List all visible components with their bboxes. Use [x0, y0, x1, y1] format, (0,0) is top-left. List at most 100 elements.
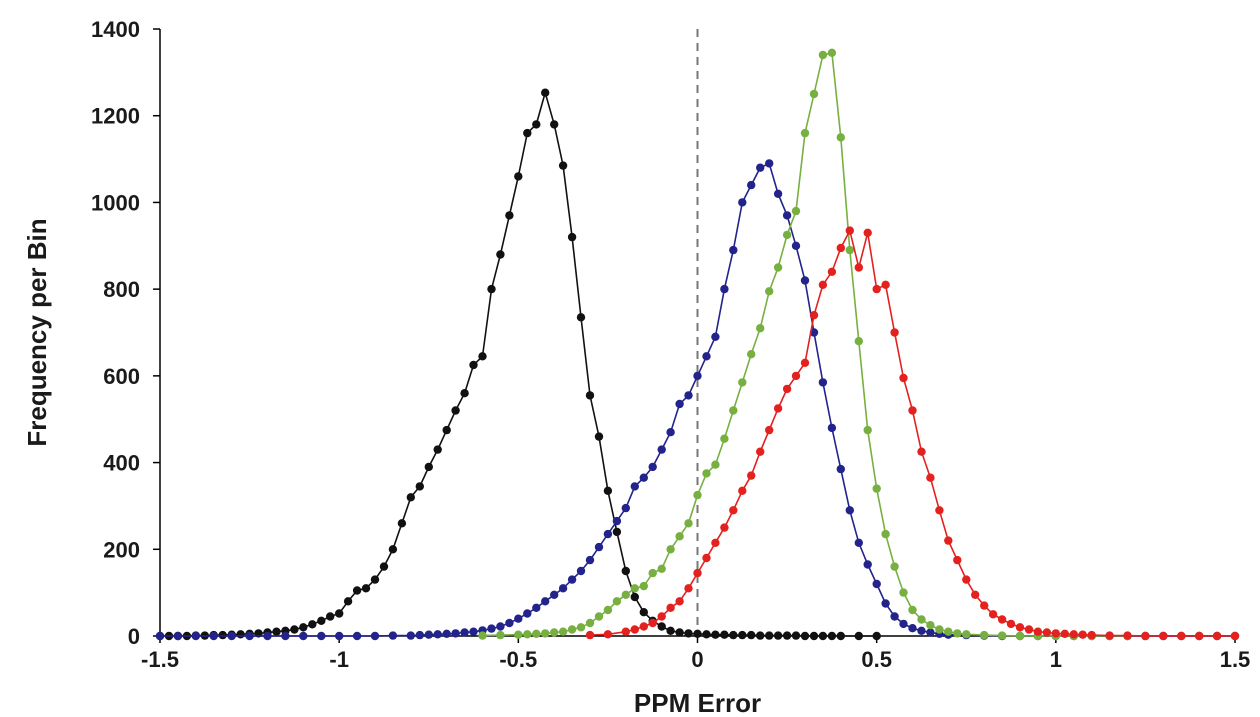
x-axis-title: PPM Error [634, 688, 761, 717]
data-point [594, 432, 604, 441]
data-point [675, 399, 684, 409]
data-point [917, 615, 926, 624]
series-4 [585, 226, 1240, 641]
data-point [756, 631, 765, 640]
data-point [612, 516, 622, 526]
y-tick-label: 600 [103, 364, 140, 389]
data-point [487, 284, 496, 294]
data-point [666, 603, 675, 612]
data-point [782, 211, 792, 220]
data-point [1195, 631, 1204, 641]
series-layer [155, 48, 1240, 641]
data-point [818, 280, 828, 289]
data-point [836, 631, 845, 641]
data-point [541, 597, 550, 606]
data-point [639, 608, 648, 617]
data-point [550, 120, 559, 129]
data-point [594, 612, 604, 621]
data-point [675, 628, 684, 637]
data-point [442, 425, 451, 435]
data-point [523, 630, 532, 639]
data-point [630, 625, 639, 634]
data-point [756, 163, 765, 172]
data-point [532, 120, 541, 129]
data-point [1123, 631, 1132, 640]
data-point [800, 631, 810, 641]
data-point [890, 562, 899, 571]
data-point [630, 592, 639, 602]
data-point [863, 425, 872, 435]
y-tick-label: 200 [103, 537, 140, 562]
data-point [496, 250, 505, 259]
x-tick-label: -0.5 [499, 647, 537, 672]
data-point [872, 484, 881, 493]
data-point [926, 473, 935, 482]
y-tick-label: 1000 [91, 190, 140, 215]
data-point [765, 287, 774, 296]
data-point [693, 490, 702, 500]
data-point [818, 378, 828, 387]
data-point [648, 618, 657, 628]
data-point [800, 358, 810, 367]
data-point [263, 631, 272, 641]
data-point [836, 464, 845, 474]
data-point [729, 406, 738, 415]
data-point [388, 631, 398, 640]
data-point [415, 482, 424, 491]
data-point [684, 391, 693, 400]
data-point [532, 603, 541, 612]
data-point [1230, 631, 1240, 641]
data-point [765, 159, 774, 168]
data-point [800, 276, 810, 285]
data-point [227, 631, 236, 641]
data-point [827, 267, 837, 276]
data-point [738, 486, 747, 495]
data-point [361, 584, 371, 593]
data-point [836, 133, 845, 142]
data-point [962, 575, 971, 584]
data-point [648, 568, 657, 578]
y-tick-label: 400 [103, 451, 140, 476]
data-point [442, 629, 451, 638]
data-point [1006, 619, 1016, 629]
data-point [791, 206, 801, 216]
data-point [827, 423, 837, 433]
data-point [953, 555, 962, 565]
data-point [782, 631, 792, 640]
data-point [791, 241, 801, 250]
data-point [1042, 628, 1052, 637]
data-point [532, 629, 541, 638]
data-point [827, 48, 837, 57]
data-point [1078, 630, 1087, 639]
x-tick-label: 0 [691, 647, 703, 672]
data-point [765, 631, 774, 640]
data-point [433, 445, 442, 454]
data-point [729, 630, 738, 640]
data-point [451, 406, 460, 415]
data-point [747, 471, 756, 480]
data-point [585, 618, 595, 628]
data-point [899, 588, 908, 597]
data-point [1024, 625, 1034, 634]
data-point [612, 527, 622, 537]
data-point [209, 631, 218, 641]
data-point [397, 519, 407, 528]
data-point [791, 631, 801, 640]
data-point [1060, 629, 1070, 638]
data-point [962, 630, 971, 639]
data-point [935, 506, 944, 515]
data-point [1212, 631, 1222, 641]
data-point [621, 566, 630, 576]
data-point [424, 630, 433, 639]
data-point [603, 630, 613, 639]
data-point [550, 590, 559, 599]
data-point [558, 161, 568, 170]
y-tick-label: 1400 [91, 17, 140, 42]
data-point [917, 447, 926, 456]
data-point [1177, 631, 1186, 641]
data-point [845, 506, 854, 515]
data-point [845, 245, 854, 255]
data-point [917, 626, 926, 635]
data-point [711, 538, 720, 547]
data-point [980, 601, 989, 610]
